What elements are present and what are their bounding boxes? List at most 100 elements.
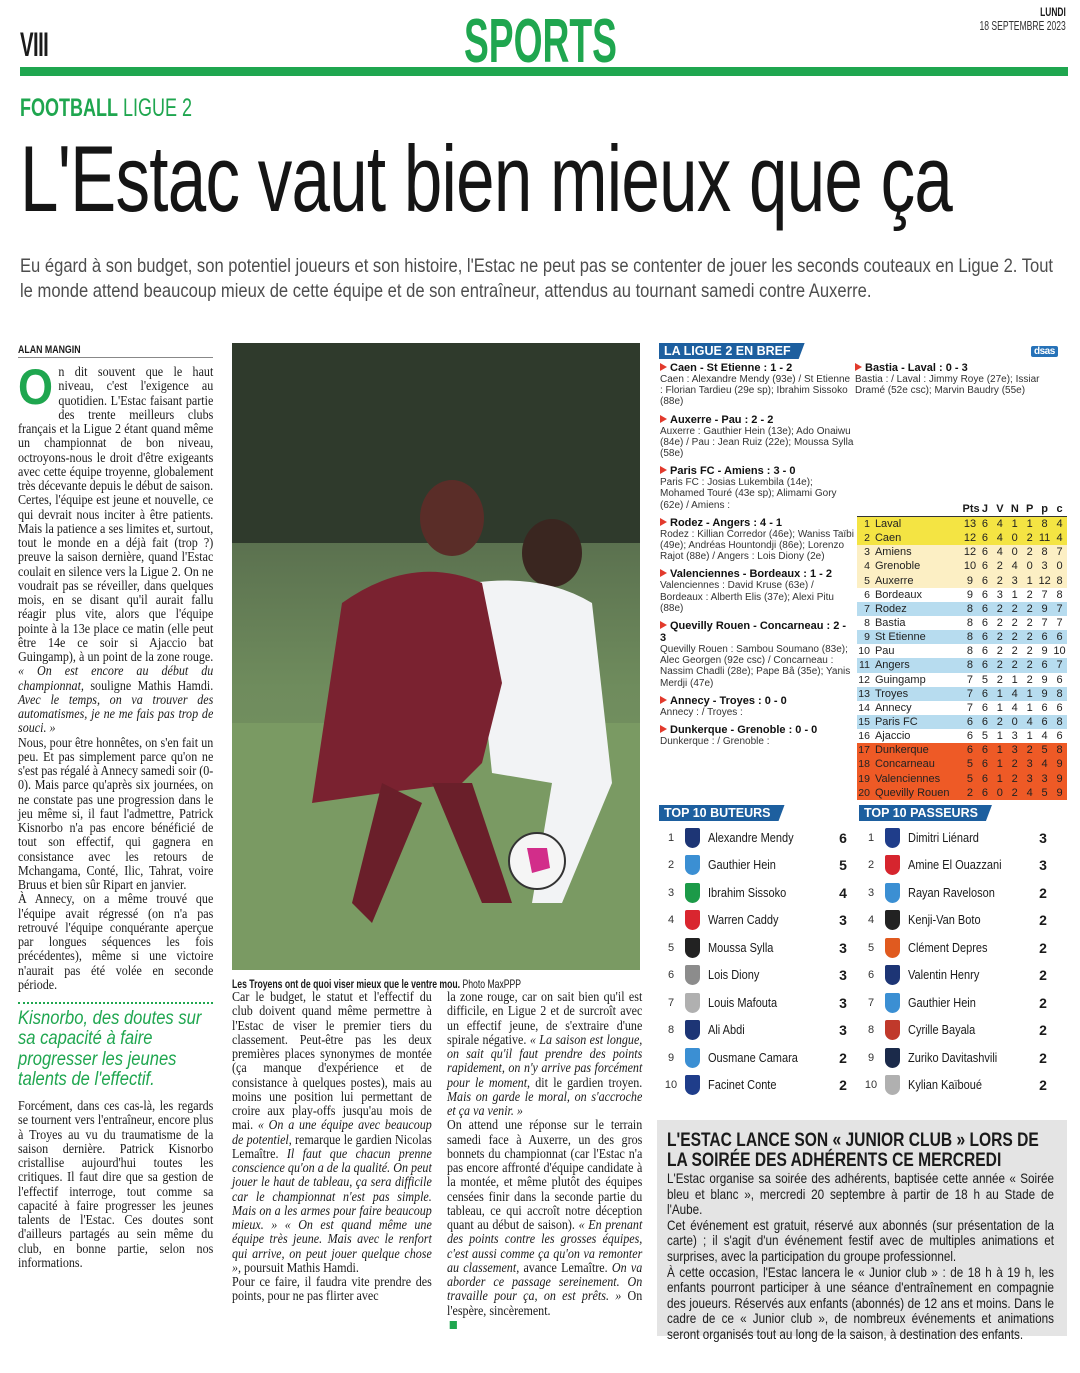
stat-value: 6 <box>981 532 988 545</box>
stat-value: 1 <box>996 701 1003 714</box>
weekday: LUNDI <box>1040 5 1066 19</box>
player-name: Alexandre Mendy <box>708 830 794 845</box>
scorer-row: 1 Alexandre Mendy 6 <box>660 824 853 851</box>
stat-value: 8 <box>966 645 974 658</box>
player-name: Gauthier Hein <box>708 858 776 872</box>
player-count: 6 <box>839 829 847 846</box>
stat-value: 6 <box>1041 631 1048 644</box>
paragraphs: Car le budget, le statut et l'effectif d… <box>232 989 432 1304</box>
rank: 7 <box>667 996 675 1009</box>
paragraph: Nous, pour être honnêtes, on s'en fait u… <box>18 735 213 893</box>
stat-value: 2 <box>1011 772 1018 785</box>
stat-value: 12 <box>1038 574 1051 587</box>
assist-row: 7 Gauthier Hein 2 <box>860 989 1053 1016</box>
stat-value: 4 <box>996 518 1003 531</box>
rank: 3 <box>667 886 675 899</box>
date: 18 SEPTEMBRE 2023 <box>979 18 1066 33</box>
stat-value: 2 <box>1011 758 1018 771</box>
team-rank: 15 <box>858 716 870 729</box>
stat-value: 2 <box>1011 786 1018 799</box>
match-scorers: Bastia : / Laval : Jimmy Roye (27e); Iss… <box>855 374 1040 397</box>
assist-row: 5 Clément Depres 2 <box>860 934 1053 961</box>
stat-value: 2 <box>1026 631 1033 644</box>
standings-row: 4 Grenoble 10 6 2 4 0 3 0 <box>857 559 1067 574</box>
club-crest-icon <box>885 827 900 848</box>
stat-value: 3 <box>1011 574 1018 587</box>
stat-value: 2 <box>1026 588 1033 601</box>
stat-value: 8 <box>1056 574 1063 587</box>
match-score: Caen - St Etienne : 1 - 2 <box>660 362 855 374</box>
player-name: Facinet Conte <box>708 1078 777 1092</box>
paragraphs: n dit souvent que le haut niveau, c'est … <box>18 364 213 992</box>
team-name: Valenciennes <box>874 772 941 785</box>
stat-value: 3 <box>1011 730 1018 743</box>
stat-value: 9 <box>1056 758 1063 771</box>
body-text: , remarque le gardien Nicolas Lemaître. <box>232 1131 432 1161</box>
team-name: Angers <box>874 659 910 672</box>
standings-row: 14 Annecy 7 6 1 4 1 6 6 <box>857 701 1067 715</box>
quote-text: Mais on garde le moral, on s'accroche et… <box>447 1088 643 1118</box>
stat-value: 8 <box>1056 687 1063 700</box>
rank: 10 <box>664 1079 678 1091</box>
match-result: Valenciennes - Bordeaux : 1 - 2 Valencien… <box>660 568 855 614</box>
standings-row: 13 Troyes 7 6 1 4 1 9 8 <box>857 686 1067 701</box>
player-count: 3 <box>839 967 847 983</box>
club-crest-icon <box>885 937 900 958</box>
stat-value: 9 <box>966 588 974 601</box>
player-name: Kylian Kaïboué <box>908 1078 983 1092</box>
rank: 9 <box>667 1051 675 1064</box>
stat-value: 6 <box>1056 673 1063 686</box>
body-text: Car le budget, le statut et l'effectif d… <box>232 989 432 1133</box>
stat-value: 3 <box>996 588 1003 601</box>
standings-row: 12 Guingamp 7 5 2 1 2 9 6 <box>857 673 1067 687</box>
standings-row: 11 Angers 8 6 2 2 2 6 7 <box>857 658 1067 673</box>
assist-row: 6 Valentin Henry 2 <box>860 962 1053 989</box>
player-count: 2 <box>839 1049 847 1066</box>
stat-value: 8 <box>1056 588 1063 601</box>
club-crest-icon <box>685 1075 700 1095</box>
issue-date: LUNDI 18 SEPTEMBRE 2023 <box>935 5 1066 33</box>
match-score: Auxerre - Pau : 2 - 2 <box>660 414 855 426</box>
club-crest-icon <box>685 827 700 848</box>
club-crest-icon <box>685 855 700 875</box>
rank: 7 <box>867 996 875 1009</box>
standings-row: 1 Laval 13 6 4 1 1 8 4 <box>857 517 1067 532</box>
column-header: N <box>1010 502 1019 515</box>
scorer-row: 2 Gauthier Hein 5 <box>660 852 853 879</box>
results-list: Caen - St Etienne : 1 - 2 Caen : Alexandr… <box>660 362 855 753</box>
stat-value: 2 <box>996 560 1003 573</box>
match-score: Annecy - Troyes : 0 - 0 <box>660 695 855 707</box>
stat-value: 0 <box>1011 716 1018 729</box>
stat-value: 2 <box>1011 602 1018 615</box>
stat-value: 9 <box>1056 772 1063 785</box>
club-crest-icon <box>685 937 700 958</box>
stat-value: 6 <box>966 730 974 743</box>
match-scorers: Auxerre : Gauthier Hein (13e); Ado Onaiw… <box>660 425 854 460</box>
stat-value: 3 <box>1041 772 1048 785</box>
stat-value: 3 <box>1041 560 1048 573</box>
club-crest-icon <box>685 1020 700 1040</box>
stat-value: 2 <box>1026 673 1033 686</box>
stat-value: 0 <box>996 786 1003 799</box>
column-header: c <box>1056 502 1063 515</box>
team-rank: 12 <box>858 673 870 686</box>
divider <box>18 357 213 358</box>
stat-value: 5 <box>966 758 974 771</box>
stat-value: 7 <box>966 687 974 700</box>
divider <box>18 1002 213 1004</box>
stat-value: 9 <box>1041 645 1048 658</box>
stat-value: 6 <box>981 546 988 559</box>
standings-row: 6 Bordeaux 9 6 3 1 2 7 8 <box>857 588 1067 602</box>
stat-value: 2 <box>996 574 1003 587</box>
rank: 6 <box>667 969 675 981</box>
stat-value: 7 <box>966 701 974 714</box>
column-header: p <box>1041 502 1048 515</box>
assist-row: 4 Kenji-Van Boto 2 <box>860 907 1053 934</box>
standings-row: 8 Bastia 8 6 2 2 2 7 7 <box>857 616 1067 630</box>
standings-row: 17 Dunkerque 6 6 1 3 2 5 8 <box>857 743 1067 758</box>
rank: 5 <box>667 941 675 954</box>
match-scorers: Caen : Alexandre Mendy (93e) / St Etienn… <box>660 374 851 408</box>
paragraph: Car le budget, le statut et l'effectif d… <box>232 989 432 1275</box>
